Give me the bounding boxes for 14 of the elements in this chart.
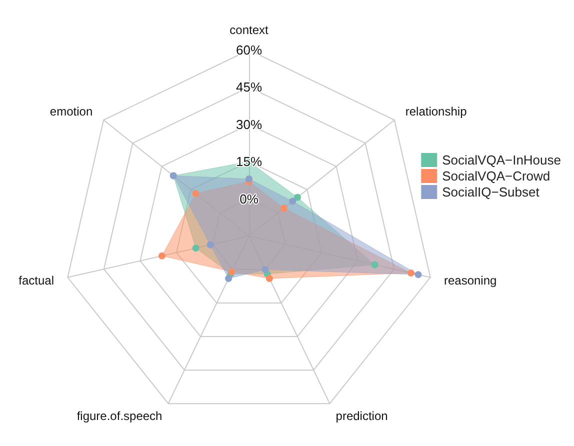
spoke-label: figure.of.speech (76, 409, 162, 424)
spoke-label: prediction (336, 409, 388, 424)
spoke-label: emotion (50, 104, 93, 118)
legend-label: SocialIQ−Subset (442, 184, 540, 200)
y-tick-label: 0% (240, 191, 259, 206)
spoke-label: context (230, 23, 270, 37)
legend-label: SocialVQA−Crowd (442, 168, 550, 184)
spoke-label: factual (18, 274, 54, 288)
spoke-label: relationship (405, 104, 468, 118)
y-tick-label: 30% (236, 116, 262, 132)
spoke-label: reasoning (444, 274, 497, 288)
y-tick-label: 45% (236, 80, 262, 95)
y-tick-label: 60% (236, 42, 262, 58)
legend-label: SocialVQA−InHouse (442, 152, 561, 168)
